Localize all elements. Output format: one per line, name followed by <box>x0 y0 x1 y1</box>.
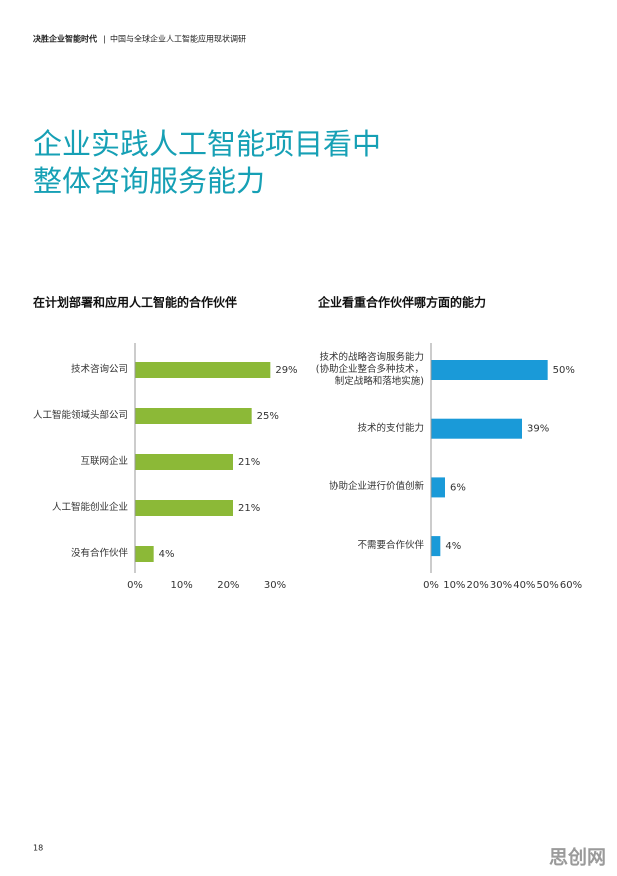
bar <box>431 536 441 557</box>
category-label: 互联网企业 <box>80 456 128 467</box>
value-label: 39% <box>527 424 549 435</box>
bar <box>135 500 233 516</box>
category-label: 协助企业进行价值创新 <box>328 481 424 493</box>
category-label: 人工智能领域头部公司 <box>32 410 128 421</box>
x-tick-label: 0% <box>127 580 143 591</box>
header-brand: 决胜企业智能时代 <box>33 34 97 44</box>
x-tick-label: 50% <box>537 580 559 591</box>
x-tick-label: 0% <box>423 580 439 591</box>
header-separator: | <box>103 35 106 44</box>
bar <box>431 477 445 498</box>
watermark: 思创网 <box>549 846 606 869</box>
bar <box>135 546 154 562</box>
value-label: 50% <box>553 365 575 376</box>
category-label: 没有合作伙伴 <box>70 548 128 559</box>
x-tick-label: 20% <box>467 580 489 591</box>
value-label: 6% <box>450 482 466 493</box>
value-label: 29% <box>275 365 297 376</box>
value-label: 21% <box>238 457 260 468</box>
value-label: 25% <box>257 411 279 422</box>
x-tick-label: 20% <box>217 580 239 591</box>
bar <box>135 454 233 470</box>
x-tick-label: 30% <box>490 580 512 591</box>
category-label: 不需要合作伙伴 <box>357 540 424 552</box>
category-label: 技术的战略咨询服务能力 (协助企业整合多种技术， 制定战略和落地实施) <box>315 352 424 387</box>
bar <box>135 362 271 378</box>
page-title: 企业实践人工智能项目看中 <box>33 127 381 161</box>
value-label: 21% <box>238 503 260 514</box>
x-tick-label: 10% <box>443 580 465 591</box>
header-subtitle: 中国与全球企业人工智能应用现状调研 <box>110 34 246 44</box>
page-title: 整体咨询服务能力 <box>33 164 265 198</box>
x-tick-label: 10% <box>171 580 193 591</box>
chart-title: 企业看重合作伙伴哪方面的能力 <box>317 295 486 310</box>
category-label: 人工智能创业企业 <box>51 502 128 513</box>
chart-title: 在计划部署和应用人工智能的合作伙伴 <box>33 295 237 310</box>
value-label: 4% <box>445 541 461 552</box>
x-tick-label: 40% <box>513 580 535 591</box>
category-label: 技术咨询公司 <box>70 364 128 375</box>
bar <box>135 408 252 424</box>
x-tick-label: 30% <box>264 580 286 591</box>
value-label: 4% <box>159 549 175 560</box>
x-tick-label: 60% <box>560 580 582 591</box>
category-label: 技术的支付能力 <box>357 422 424 434</box>
bar <box>431 418 522 439</box>
page-number: 18 <box>33 844 43 853</box>
bar <box>431 360 548 380</box>
